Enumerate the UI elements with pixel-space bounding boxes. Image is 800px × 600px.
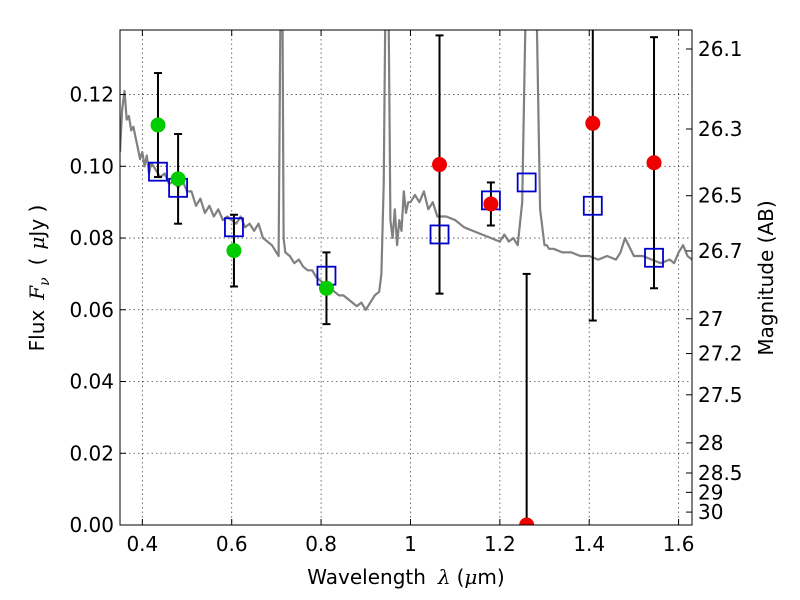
x-tick-label: 0.4 — [126, 532, 158, 556]
x-tick-label: 0.6 — [216, 532, 248, 556]
model-flux-marker — [429, 224, 450, 245]
y2-tick-label: 26.5 — [698, 184, 743, 208]
y2-tick-label: 27 — [698, 307, 723, 331]
optical-flux-marker — [150, 117, 166, 133]
y2-tick-label: 26.3 — [698, 117, 743, 141]
y2-tick-label: 29 — [698, 480, 723, 504]
optical-flux-marker — [226, 243, 242, 259]
y2-tick-label: 28 — [698, 431, 723, 455]
y-tick-label: 0.10 — [69, 154, 114, 178]
y2-tick-label: 27.5 — [698, 383, 743, 407]
plot-area — [120, 30, 692, 525]
nir-flux-marker — [646, 155, 662, 171]
x-axis-label: Wavelength λ (μm) — [307, 565, 504, 589]
x-tick-label: 1 — [404, 532, 417, 556]
optical-flux-marker — [170, 171, 186, 187]
y-tick-labels: 0.00 0.02 0.04 0.06 0.08 0.10 0.12 — [69, 83, 114, 537]
y-tick-label: 0.02 — [69, 441, 114, 465]
y-tick-label: 0.08 — [69, 226, 114, 250]
plot-frame — [119, 29, 693, 526]
data-markers — [148, 115, 664, 525]
y2-tick-label: 27.2 — [698, 342, 743, 366]
nir-flux-marker — [519, 517, 535, 525]
model-flux-marker — [224, 217, 244, 238]
x-tick-label: 1.2 — [484, 532, 516, 556]
y2-tick-label: 28.5 — [698, 461, 743, 485]
y-axis-label: FluxFν(μJy ) — [25, 205, 53, 352]
nir-flux-marker — [585, 115, 601, 131]
y2-tick-label: 30 — [698, 500, 723, 524]
model-spectrum-line — [120, 30, 692, 311]
grid — [120, 30, 692, 526]
y2-tick-label: 26.7 — [698, 239, 743, 263]
x-tick-label: 1.6 — [663, 532, 695, 556]
x-tick-label: 1.4 — [573, 532, 605, 556]
y-tick-label: 0.04 — [69, 370, 114, 394]
model-flux-marker — [644, 247, 664, 268]
model-flux-marker — [582, 195, 603, 216]
y-tick-label: 0.00 — [69, 513, 114, 537]
y-tick-label: 0.12 — [69, 83, 114, 107]
nir-flux-marker — [432, 157, 448, 173]
y2-tick-label: 26.1 — [698, 37, 743, 61]
y-tick-label: 0.06 — [69, 298, 114, 322]
x-tick-labels: 0.4 0.6 0.8 1 1.2 1.4 1.6 — [126, 532, 694, 556]
model-flux-marker — [148, 161, 168, 182]
optical-flux-marker — [318, 280, 334, 296]
nir-flux-marker — [483, 196, 499, 212]
x-tick-label: 0.8 — [305, 532, 337, 556]
y2-axis-label: Magnitude (AB) — [754, 200, 778, 355]
model-flux-marker — [516, 172, 537, 193]
